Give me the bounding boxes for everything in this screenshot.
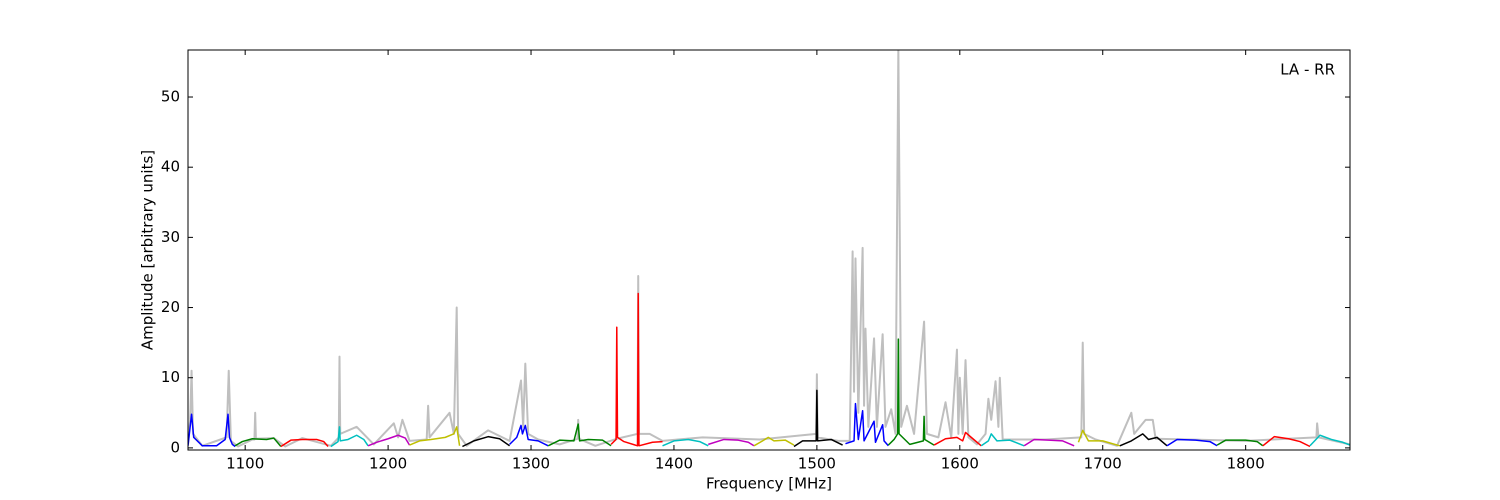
x-tick-label: 1100 [226,455,264,473]
annotation: LA - RR [1280,61,1335,79]
spectrum-line [409,426,461,446]
y-tick-label: 20 [161,298,180,316]
x-tick-label: 1700 [1084,455,1122,473]
x-axis-label: Frequency [MHz] [706,475,832,493]
spectrum-line [509,424,549,447]
y-tick-label: 10 [161,368,180,386]
spectrum-line [708,438,755,447]
y-axis-label: Amplitude [arbitrary units] [139,150,157,350]
spectrum-line [1216,439,1264,447]
spectrum-line [753,436,795,447]
y-tick-label: 0 [170,438,180,456]
spectrum-line [1077,429,1121,447]
x-tick-label: 1300 [512,455,550,473]
spectrum-line [845,402,889,447]
spectrum-line [1309,434,1350,447]
spectrum-line [610,292,663,447]
spectrum-line [188,413,236,448]
x-tick-label: 1500 [798,455,836,473]
spectrum-line [462,435,511,448]
x-tick-label: 1200 [369,455,407,473]
x-tick-label: 1800 [1227,455,1265,473]
y-tick-label: 40 [161,158,180,176]
x-tick-label: 1400 [655,455,693,473]
spectrum-line [547,423,612,447]
spectrum-line [1119,433,1168,447]
spectrum-line [980,433,1025,447]
spectrum-line [1023,438,1075,447]
spectrum-line [933,431,982,447]
y-tick-label: 50 [161,88,180,106]
x-tick-label: 1600 [941,455,979,473]
spectrum-line [1262,435,1311,448]
spectrum-line [662,438,709,447]
spectrum-line [330,426,369,448]
y-tick-label: 30 [161,228,180,246]
spectrum-line [793,389,843,448]
spectrum-line [1166,438,1218,447]
plot-frame [187,49,1351,451]
spectrum-line [234,437,282,447]
spectrum-line [280,438,329,448]
plot-lines [188,50,1350,448]
spectrum-line [887,338,935,446]
spectrum-line [367,434,411,447]
